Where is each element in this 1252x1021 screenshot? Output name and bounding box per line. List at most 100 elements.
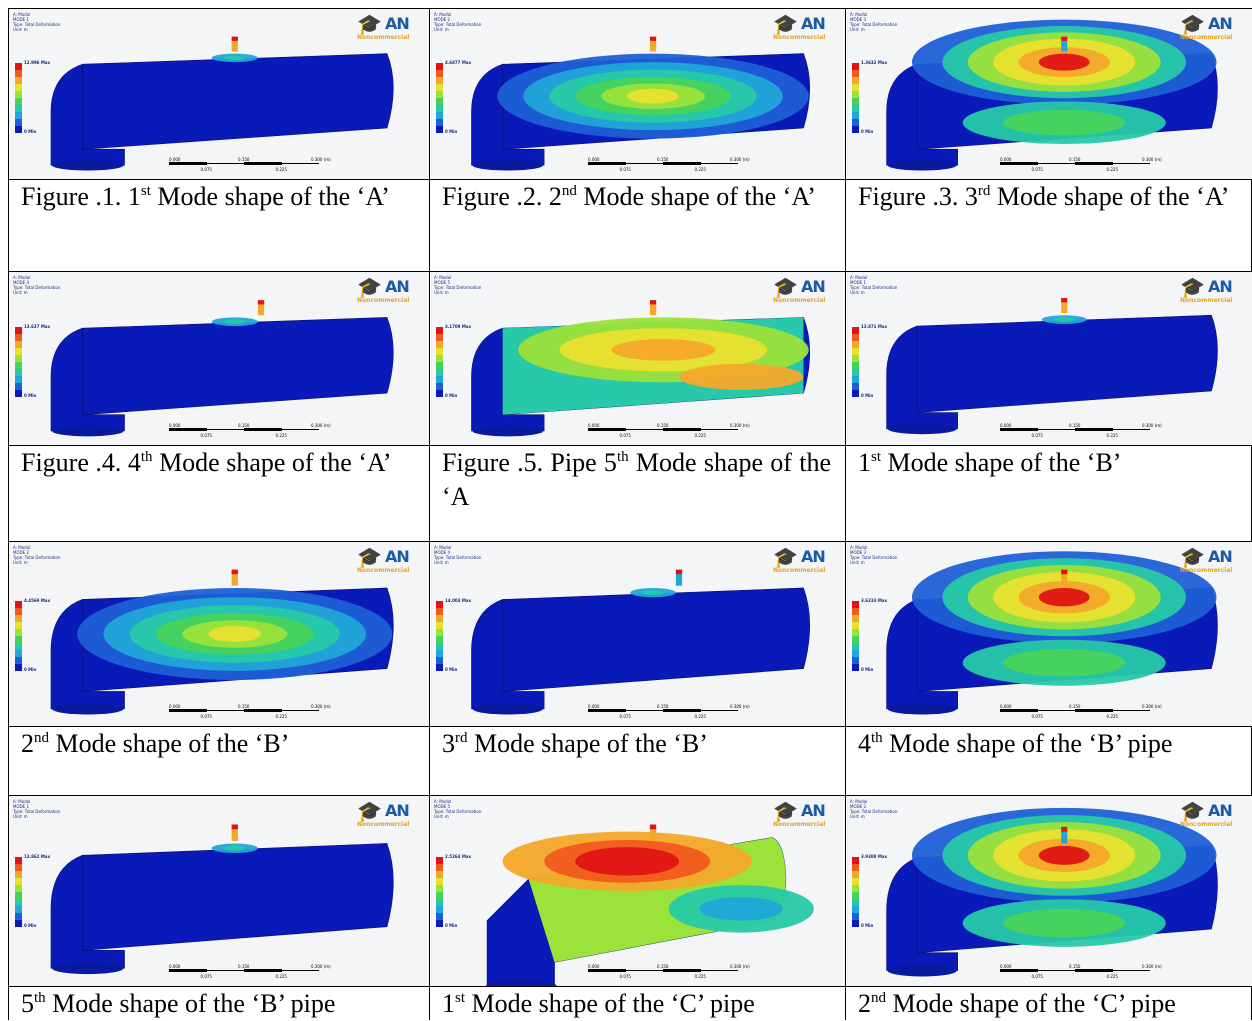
legend-min-label: 0 Min: [861, 923, 874, 928]
mode-shape-image: A: Modal MODE 3 Type: Total Deformation Uni…: [846, 9, 1252, 179]
legend-max-label: 3.9388 Max: [861, 854, 888, 859]
ansys-logo: 🎓 AN Noncommercial: [773, 12, 843, 41]
graduation-cap-icon: 🎓: [773, 275, 798, 299]
scale-label: 0.075: [200, 433, 212, 438]
header-line: Type: Total Deformation: [13, 809, 61, 814]
ansys-logo: 🎓 AN Noncommercial: [1180, 799, 1250, 828]
legend-swatch: [852, 892, 859, 899]
figure-caption: 2nd Mode shape of the ‘C’ pipe: [858, 987, 1238, 1021]
ansys-logo: 🎓 AN Noncommercial: [1180, 12, 1250, 41]
pipe-deformation-plot: [471, 569, 810, 715]
logo-text: AN: [1208, 547, 1233, 566]
header-line: A: Modal: [434, 799, 452, 804]
scale-label: 0.225: [275, 714, 287, 719]
scale-label: 0.225: [1106, 433, 1118, 438]
scale-label: 0.225: [275, 433, 287, 438]
scale-label: 0.000: [169, 704, 181, 709]
legend-swatch: [15, 892, 22, 899]
figure-caption: 1st Mode shape of the ‘C’ pipe: [442, 987, 831, 1021]
caption-text: Mode shape of the ‘A’: [990, 182, 1230, 211]
legend-swatch: [436, 871, 443, 878]
header-line: MODE 1: [13, 804, 30, 809]
legend-swatch: [15, 70, 22, 77]
scale-label: 0.075: [1031, 714, 1043, 719]
header-line: Type: Total Deformation: [850, 285, 898, 290]
figure-caption: 3rd Mode shape of the ‘B’: [442, 727, 831, 761]
watermark-text: Noncommercial: [357, 567, 410, 574]
logo-text: AN: [385, 14, 410, 33]
pipe-deformation-plot: [486, 824, 814, 986]
legend-swatch: [852, 920, 859, 927]
legend-swatch: [15, 383, 22, 390]
scale-label: 0.300 (m): [730, 964, 750, 969]
header-line: Unit: m: [850, 560, 865, 565]
scale-label: 0.150: [238, 157, 250, 162]
table-rule: [429, 8, 430, 1020]
scale-bar: 0.000 0.150 0.300 (m) 0.075 0.225: [169, 157, 331, 173]
legend-swatch: [852, 643, 859, 650]
scale-label: 0.000: [588, 964, 600, 969]
result-header: A: Modal MODE 4 Type: Total Deformation Uni…: [13, 275, 60, 295]
legend-swatch: [436, 920, 443, 927]
logo-text: AN: [385, 277, 410, 296]
scale-label: 0.150: [1069, 704, 1081, 709]
result-header: A: Modal MODE 1 Type: Total Deformation Uni…: [13, 799, 60, 819]
legend-min-label: 0 Min: [445, 129, 458, 134]
table-rule: [8, 986, 1252, 987]
legend-swatch: [436, 119, 443, 126]
caption-text: 3: [442, 729, 455, 758]
scale-label: 0.300 (m): [730, 423, 750, 428]
scale-label: 0.300 (m): [1142, 964, 1162, 969]
legend-swatch: [15, 920, 22, 927]
pipe-deformation-plot: [50, 300, 394, 437]
legend-swatch: [852, 63, 859, 70]
caption-text: Mode shape of the ‘C’ pipe: [465, 989, 755, 1018]
ansys-logo: 🎓 AN Noncommercial: [357, 545, 427, 574]
ordinal-suffix: rd: [977, 183, 991, 199]
figure-caption: Figure .3. 3rd Mode shape of the ‘A’: [858, 180, 1238, 214]
legend-swatch: [852, 878, 859, 885]
legend-swatch: [436, 383, 443, 390]
logo-text: AN: [1208, 277, 1233, 296]
legend-swatch: [15, 615, 22, 622]
graduation-cap-icon: 🎓: [357, 799, 382, 823]
header-line: MODE 2: [850, 804, 867, 809]
header-line: A: Modal: [13, 799, 31, 804]
figure-caption: Figure .1. 1st Mode shape of the ‘A’: [21, 180, 415, 214]
scale-label: 0.300 (m): [311, 423, 331, 428]
scale-bar: 0.000 0.150 0.300 (m) 0.075 0.225: [169, 964, 331, 980]
legend-swatch: [852, 362, 859, 369]
legend-swatch: [852, 376, 859, 383]
legend-max-label: 3.6233 Max: [861, 598, 888, 603]
legend-swatch: [15, 878, 22, 885]
graduation-cap-icon: 🎓: [357, 12, 382, 36]
legend-max-label: 1.3632 Max: [861, 60, 888, 65]
legend-swatch: [15, 622, 22, 629]
scale-label: 0.000: [169, 423, 181, 428]
legend-swatch: [15, 608, 22, 615]
legend-swatch: [436, 601, 443, 608]
graduation-cap-icon: 🎓: [773, 799, 798, 823]
legend-swatch: [436, 334, 443, 341]
legend-swatch: [852, 657, 859, 664]
scale-label: 0.225: [1106, 167, 1118, 172]
header-line: Unit: m: [434, 560, 449, 565]
caption-text: Mode shape of the ‘B’: [881, 448, 1122, 477]
mode-shape-image: A: Modal MODE 4 Type: Total Deformation Uni…: [9, 272, 429, 445]
graduation-cap-icon: 🎓: [357, 275, 382, 299]
legend-min-label: 0 Min: [445, 667, 458, 672]
legend-swatch: [852, 77, 859, 84]
legend-swatch: [852, 864, 859, 871]
legend-swatch: [852, 608, 859, 615]
legend-swatch: [436, 657, 443, 664]
header-line: Unit: m: [850, 290, 865, 295]
legend-swatch: [436, 878, 443, 885]
header-line: Unit: m: [850, 814, 865, 819]
header-line: A: Modal: [434, 275, 452, 280]
legend-swatch: [436, 650, 443, 657]
legend-swatch: [436, 622, 443, 629]
graduation-cap-icon: 🎓: [1180, 12, 1205, 36]
pipe-deformation-plot: [886, 19, 1218, 171]
figure-caption: 2nd Mode shape of the ‘B’: [21, 727, 415, 761]
legend-swatch: [852, 334, 859, 341]
